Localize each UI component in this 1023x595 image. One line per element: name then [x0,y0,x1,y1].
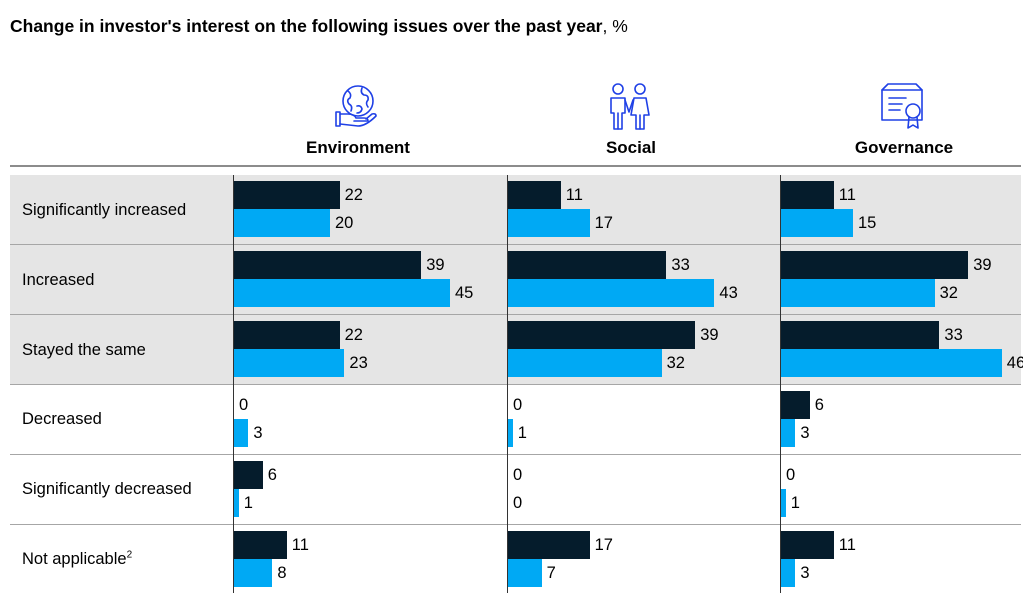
value-label-social-light-3: 1 [517,424,527,442]
bar-governance-dark-5 [781,531,834,559]
value-label-social-dark-4: 0 [513,466,523,484]
chart-title: Change in investor's interest on the fol… [10,16,628,37]
value-label-environment-light-2: 23 [349,354,368,372]
row-label-stayed-the-same: Stayed the same [22,341,146,359]
bar-governance-light-5 [781,559,796,587]
value-label-governance-dark-2: 33 [944,326,963,344]
row-label-significantly-decreased: Significantly decreased [22,480,192,498]
bar-environment-light-5 [234,559,273,587]
value-label-environment-light-3: 3 [253,424,263,442]
row-label-increased: Increased [22,271,95,289]
value-label-social-dark-2: 39 [700,326,719,344]
bar-social-dark-0 [508,181,561,209]
bar-social-dark-2 [508,321,696,349]
bar-social-light-3 [508,419,513,447]
bar-governance-light-2 [781,349,1002,377]
value-label-governance-light-4: 1 [790,494,800,512]
bar-environment-dark-1 [234,251,422,279]
bar-environment-dark-4 [234,461,263,489]
row-separator [10,244,1021,245]
certificate-icon [881,83,923,129]
bar-environment-light-3 [234,419,249,447]
value-label-social-dark-5: 17 [594,536,613,554]
value-label-social-dark-0: 11 [565,186,583,204]
value-label-social-dark-1: 33 [671,256,690,274]
row-label-not-applicable-text: Not applicable [22,550,127,568]
chart-title-unit: , % [602,16,628,36]
value-label-environment-dark-0: 22 [344,186,363,204]
bar-social-light-0 [508,209,590,237]
value-label-governance-light-2: 46 [1006,354,1023,372]
value-label-social-light-0: 17 [594,214,613,232]
value-label-governance-dark-0: 11 [838,186,856,204]
bar-governance-dark-1 [781,251,969,279]
chart-title-main: Change in investor's interest on the fol… [10,16,603,36]
value-label-social-light-5: 7 [546,564,556,582]
value-label-governance-light-5: 3 [800,564,810,582]
bar-social-light-5 [508,559,542,587]
bar-governance-dark-2 [781,321,940,349]
globe-hand-icon [335,85,377,127]
bar-environment-light-1 [234,279,450,307]
row-separator [10,314,1021,315]
people-icon [610,83,650,130]
bar-environment-light-2 [234,349,345,377]
row-label-decreased: Decreased [22,410,102,428]
bar-environment-dark-5 [234,531,287,559]
footnote-marker: 2 [126,549,133,561]
value-label-governance-dark-3: 6 [814,396,824,414]
axis-governance [780,175,781,593]
row-separator [10,454,1021,455]
value-label-environment-light-5: 8 [277,564,287,582]
value-label-governance-dark-1: 39 [973,256,992,274]
bar-governance-light-3 [781,419,796,447]
axis-environment [233,175,234,593]
row-label-significantly-increased: Significantly increased [22,201,187,219]
bar-environment-dark-2 [234,321,340,349]
bar-environment-light-0 [234,209,330,237]
bar-social-light-2 [508,349,662,377]
bar-governance-dark-3 [781,391,810,419]
value-label-governance-dark-5: 11 [838,536,856,554]
value-label-environment-light-0: 20 [335,214,354,232]
value-label-environment-light-4: 1 [243,494,253,512]
value-label-governance-light-1: 32 [939,284,958,302]
value-label-governance-light-0: 15 [858,214,877,232]
value-label-environment-dark-1: 39 [426,256,445,274]
bar-social-dark-5 [508,531,590,559]
value-label-governance-light-3: 3 [800,424,810,442]
column-header-environment: Environment [306,138,410,157]
axis-social [507,175,508,593]
bar-environment-light-4 [234,489,239,517]
row-separator [10,384,1021,385]
value-label-environment-dark-2: 22 [344,326,363,344]
row-label-not-applicable: Not applicable2 [22,550,132,569]
bar-social-dark-1 [508,251,667,279]
value-label-governance-dark-4: 0 [786,466,796,484]
column-header-governance: Governance [854,138,954,157]
header-rule [10,165,1021,167]
bar-governance-dark-0 [781,181,834,209]
bar-social-light-1 [508,279,715,307]
row-separator [10,524,1021,525]
bar-governance-light-0 [781,209,853,237]
value-label-environment-dark-3: 0 [239,396,249,414]
value-label-social-light-1: 43 [719,284,738,302]
value-label-social-dark-3: 0 [513,396,523,414]
value-label-social-light-2: 32 [666,354,685,372]
bar-environment-dark-0 [234,181,340,209]
value-label-environment-dark-4: 6 [267,466,277,484]
column-header-social: Social [605,138,657,157]
bar-governance-light-4 [781,489,786,517]
value-label-environment-dark-5: 11 [291,536,309,554]
value-label-environment-light-1: 45 [455,284,474,302]
value-label-social-light-4: 0 [513,494,523,512]
bar-governance-light-1 [781,279,935,307]
